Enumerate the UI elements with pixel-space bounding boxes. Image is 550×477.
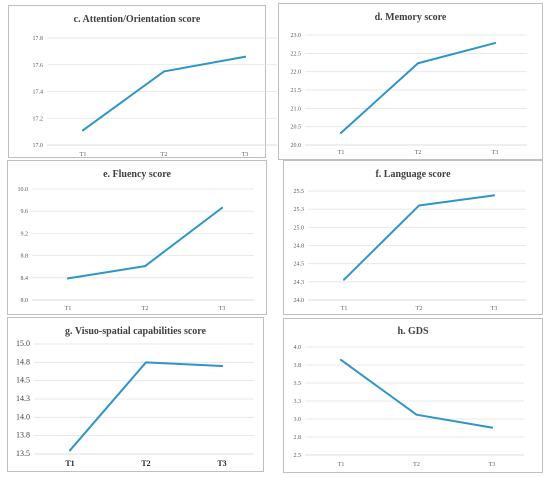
y-tick-label: 8.0 [21, 298, 29, 304]
chart-panel-h: h. GDS 2.5 2.8 3.0 3.3 3.5 3.8 4.0 T1 T2 T3 [283, 318, 543, 473]
data-point [491, 426, 493, 429]
chart-svg: e. Fluency score 8.0 8.4 8.8 9.2 9.6 10.0 T1 T2 T… [18, 169, 254, 312]
x-tick-label: T2 [142, 306, 149, 312]
y-tick-label: 2.8 [294, 435, 302, 441]
y-tick-label: 13.8 [16, 431, 30, 440]
data-point [221, 365, 223, 367]
chart-svg: h. GDS 2.5 2.8 3.0 3.3 3.5 3.8 4.0 T1 T2 T3 [294, 326, 524, 468]
data-point [67, 277, 69, 280]
y-tick-label: 14.0 [16, 412, 30, 421]
y-tick-label: 25.3 [294, 207, 305, 213]
y-tick-label: 2.5 [294, 453, 302, 459]
y-tick-label: 13.5 [16, 449, 30, 458]
chart-panel-g: g. Visuo-spatial capabilities score 13.5 1… [7, 317, 264, 472]
y-tick-label: 9.2 [21, 231, 29, 237]
y-tick-label: 14.8 [16, 357, 30, 366]
data-point [69, 449, 71, 452]
y-tick-label: 17.4 [33, 90, 44, 96]
x-tick-label: T1 [341, 306, 348, 312]
data-point [343, 278, 345, 281]
chart-title: c. Attention/Orientation score [74, 14, 201, 25]
y-tick-label: 22.5 [291, 51, 302, 57]
y-tick-label: 24.5 [294, 262, 305, 268]
x-tick-label: T3 [492, 150, 499, 156]
x-tick-label: T2 [161, 152, 168, 158]
series-line [67, 206, 223, 280]
x-tick-label: T1 [338, 462, 345, 468]
data-point [415, 413, 418, 416]
y-tick-label: 20.5 [291, 125, 302, 131]
series-line [343, 194, 495, 281]
chart-svg: g. Visuo-spatial capabilities score 13.5 1… [16, 326, 254, 468]
data-point [494, 42, 496, 45]
series-line [69, 361, 223, 452]
y-tick-label: 14.5 [16, 376, 30, 385]
chart-title: d. Memory score [375, 12, 447, 23]
y-tick-label: 15.0 [16, 339, 30, 348]
y-tick-label: 4.0 [294, 345, 302, 351]
y-tick-label: 3.3 [294, 399, 302, 405]
chart-title: e. Fluency score [103, 169, 171, 180]
y-tick-label: 9.6 [21, 209, 29, 215]
x-tick-label: T1 [65, 306, 72, 312]
data-point [163, 70, 165, 73]
y-tick-label: 3.5 [294, 381, 302, 387]
chart-panel-f: f. Language score 24.0 24.3 24.5 24.8 25.0 25.… [283, 160, 543, 315]
y-tick-label: 14.3 [16, 394, 30, 403]
y-tick-label: 8.8 [21, 254, 29, 260]
data-point [221, 206, 223, 209]
y-tick-label: 22.0 [291, 70, 302, 76]
y-tick-label: 24.8 [294, 244, 305, 250]
y-tick-label: 17.6 [33, 63, 44, 69]
y-tick-label: 17.2 [33, 116, 44, 122]
x-tick-label: T1 [65, 459, 74, 468]
chart-svg: c. Attention/Orientation score 17.0 17.2 17… [33, 14, 277, 158]
y-tick-label: 20.0 [291, 143, 302, 149]
x-tick-label: T3 [242, 152, 249, 158]
data-point [340, 358, 342, 361]
x-tick-label: T2 [413, 462, 420, 468]
data-point [82, 129, 84, 132]
data-point [493, 194, 495, 197]
data-point [417, 62, 419, 65]
y-tick-label: 3.0 [294, 417, 302, 423]
y-tick-label: 21.0 [291, 106, 302, 112]
chart-title: f. Language score [375, 169, 451, 180]
y-tick-label: 17.0 [33, 143, 44, 149]
y-tick-label: 3.8 [294, 363, 302, 369]
y-tick-label: 24.3 [294, 280, 305, 286]
x-tick-label: T3 [219, 306, 226, 312]
x-tick-label: T2 [416, 306, 423, 312]
chart-title: h. GDS [397, 326, 429, 337]
data-point [340, 131, 342, 134]
data-point [144, 265, 146, 268]
data-point [145, 361, 147, 364]
x-tick-label: T3 [489, 462, 496, 468]
x-tick-label: T3 [217, 459, 226, 468]
x-tick-label: T2 [141, 459, 150, 468]
y-tick-label: 10.0 [18, 187, 29, 193]
chart-title: g. Visuo-spatial capabilities score [65, 326, 206, 337]
chart-panel-d: d. Memory score 20.0 20.5 21.0 21.5 22.0 22.5 2… [278, 3, 543, 160]
series-line [340, 358, 493, 429]
x-tick-label: T1 [80, 152, 87, 158]
chart-panel-c: c. Attention/Orientation score 17.0 17.2 17… [8, 5, 277, 158]
x-tick-label: T2 [415, 150, 422, 156]
y-tick-label: 25.0 [294, 225, 305, 231]
y-tick-label: 23.0 [291, 33, 302, 39]
chart-svg: f. Language score 24.0 24.3 24.5 24.8 25.0 25.… [294, 169, 526, 312]
y-tick-label: 25.5 [294, 189, 305, 195]
y-tick-label: 8.4 [21, 276, 29, 282]
data-point [418, 204, 420, 207]
data-point [244, 55, 246, 58]
chart-svg: d. Memory score 20.0 20.5 21.0 21.5 22.0 22.5 2… [291, 12, 527, 156]
y-tick-label: 17.8 [33, 36, 44, 42]
series-line [82, 55, 246, 132]
chart-panel-e: e. Fluency score 8.0 8.4 8.8 9.2 9.6 10.0 T1 T2 T… [7, 160, 267, 315]
x-tick-label: T3 [491, 306, 498, 312]
x-tick-label: T1 [338, 150, 345, 156]
y-tick-label: 21.5 [291, 88, 302, 94]
series-line [340, 42, 496, 134]
y-tick-label: 24.0 [294, 298, 305, 304]
